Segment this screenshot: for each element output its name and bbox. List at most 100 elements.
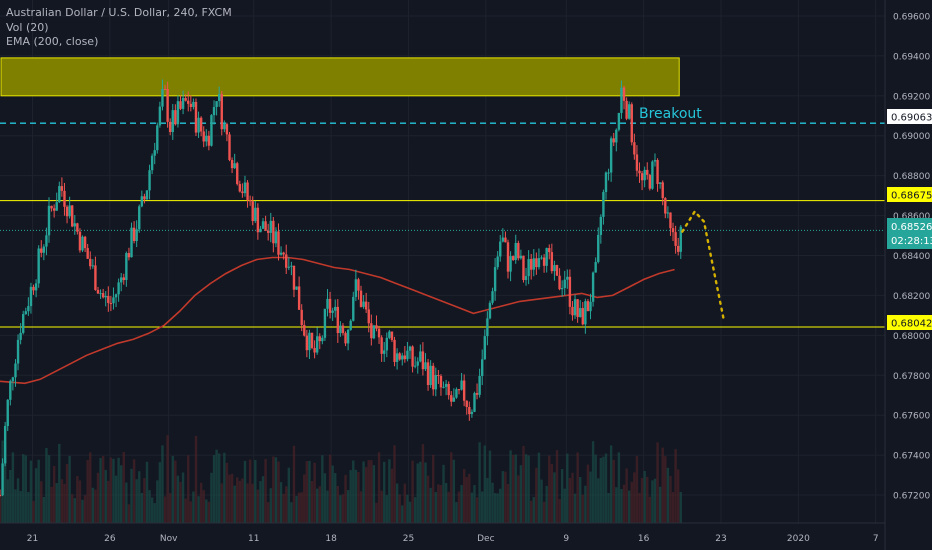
ema-indicator-label[interactable]: EMA (200, close) — [6, 35, 99, 48]
candle-body — [408, 346, 412, 351]
candle-body — [491, 291, 494, 303]
volume-bar — [406, 494, 409, 523]
volume-bar — [223, 452, 226, 523]
candle-body — [243, 182, 247, 194]
candle-body — [145, 190, 149, 200]
candle-body — [555, 265, 559, 276]
volume-bar — [380, 490, 383, 523]
volume-bar — [491, 482, 494, 523]
candle-body — [450, 395, 453, 402]
candle-body — [640, 173, 644, 181]
candle-body — [73, 223, 76, 227]
candle-body — [259, 228, 262, 233]
candle-body — [287, 266, 291, 268]
projection-dotted-path[interactable] — [681, 209, 726, 323]
candle-body — [643, 169, 646, 181]
ema-200-line — [0, 256, 675, 385]
volume-bar — [563, 488, 566, 523]
volume-bar — [94, 489, 97, 523]
candle-body — [406, 350, 409, 360]
candle-body — [545, 248, 548, 266]
volume-bar — [163, 496, 167, 523]
candle-body — [514, 242, 517, 260]
candle-body — [179, 101, 182, 109]
price-tick-label: 0.69200 — [893, 92, 930, 102]
candle-body — [321, 337, 324, 342]
volume-indicator-label[interactable]: Vol (20) — [6, 20, 49, 34]
symbol-title[interactable]: Australian Dollar / U.S. Dollar, 240, FX… — [6, 6, 232, 19]
candle-body — [622, 87, 626, 101]
candle-body — [101, 293, 105, 298]
volume-bar — [315, 488, 319, 523]
candle-body — [493, 267, 497, 292]
candle-body — [465, 400, 468, 407]
candle-body — [47, 205, 51, 236]
volume-bar — [326, 490, 329, 523]
candle-body — [597, 234, 600, 263]
candle-body — [104, 295, 107, 298]
volume-bars — [0, 435, 682, 523]
candle-body — [148, 170, 151, 191]
volume-bar — [625, 468, 628, 523]
price-axis[interactable]: 0.69600 0.69400 0.69200 0.69000 0.68800 0.686… — [893, 12, 930, 501]
volume-bar — [429, 487, 432, 523]
volume-bar — [181, 472, 185, 523]
volume-bar — [450, 452, 453, 523]
horizontal-levels[interactable] — [0, 122, 885, 328]
volume-bar — [199, 482, 203, 523]
candle-body — [671, 228, 675, 233]
volume-bar — [34, 468, 38, 523]
candle-body — [646, 169, 649, 175]
volume-bar — [334, 473, 337, 523]
candle-body — [34, 283, 38, 291]
volume-bar — [86, 459, 89, 523]
candle-body — [58, 186, 61, 203]
volume-bar — [460, 485, 463, 523]
candle-body — [24, 311, 27, 315]
volume-bar — [607, 493, 610, 523]
candle-body — [127, 253, 131, 258]
volume-bar — [187, 455, 190, 523]
candle-body — [395, 353, 399, 362]
volume-bar — [483, 445, 486, 523]
volume-bar — [393, 445, 396, 523]
candle-body — [341, 325, 345, 334]
volume-bar — [130, 468, 133, 523]
volume-bar — [359, 491, 363, 523]
candle-body — [679, 226, 682, 252]
volume-bar — [68, 455, 71, 523]
volume-bar — [50, 486, 53, 523]
candle-body — [349, 320, 352, 330]
candle-body — [656, 160, 659, 184]
candle-body — [76, 223, 79, 232]
time-axis[interactable]: 21 26 Nov 11 18 25 Dec 9 16 23 2020 7 — [27, 534, 879, 544]
candle-body — [223, 124, 226, 130]
candle-body — [181, 98, 185, 109]
volume-bar — [424, 462, 427, 523]
volume-bar — [413, 497, 417, 523]
volume-bar — [455, 502, 458, 523]
candle-body — [517, 242, 520, 259]
candle-body — [375, 325, 378, 329]
candle-body — [310, 332, 314, 348]
volume-bar — [383, 461, 386, 523]
candle-body — [676, 245, 680, 252]
time-tick-label: 11 — [248, 534, 259, 544]
candle-body — [86, 248, 89, 259]
volume-bar — [594, 454, 597, 523]
volume-bar — [643, 470, 646, 523]
volume-bar — [336, 485, 340, 523]
candle-body — [468, 406, 471, 415]
candle-body — [576, 299, 579, 318]
candle-body — [16, 339, 20, 364]
volume-bar — [653, 478, 657, 523]
candle-body — [81, 236, 84, 251]
candle-body — [94, 265, 97, 290]
candle-body — [331, 310, 334, 313]
candle-body — [475, 393, 479, 395]
volume-bar — [581, 494, 584, 523]
candle-body — [308, 332, 311, 351]
volume-bar — [452, 459, 456, 523]
candle-body — [251, 201, 254, 222]
